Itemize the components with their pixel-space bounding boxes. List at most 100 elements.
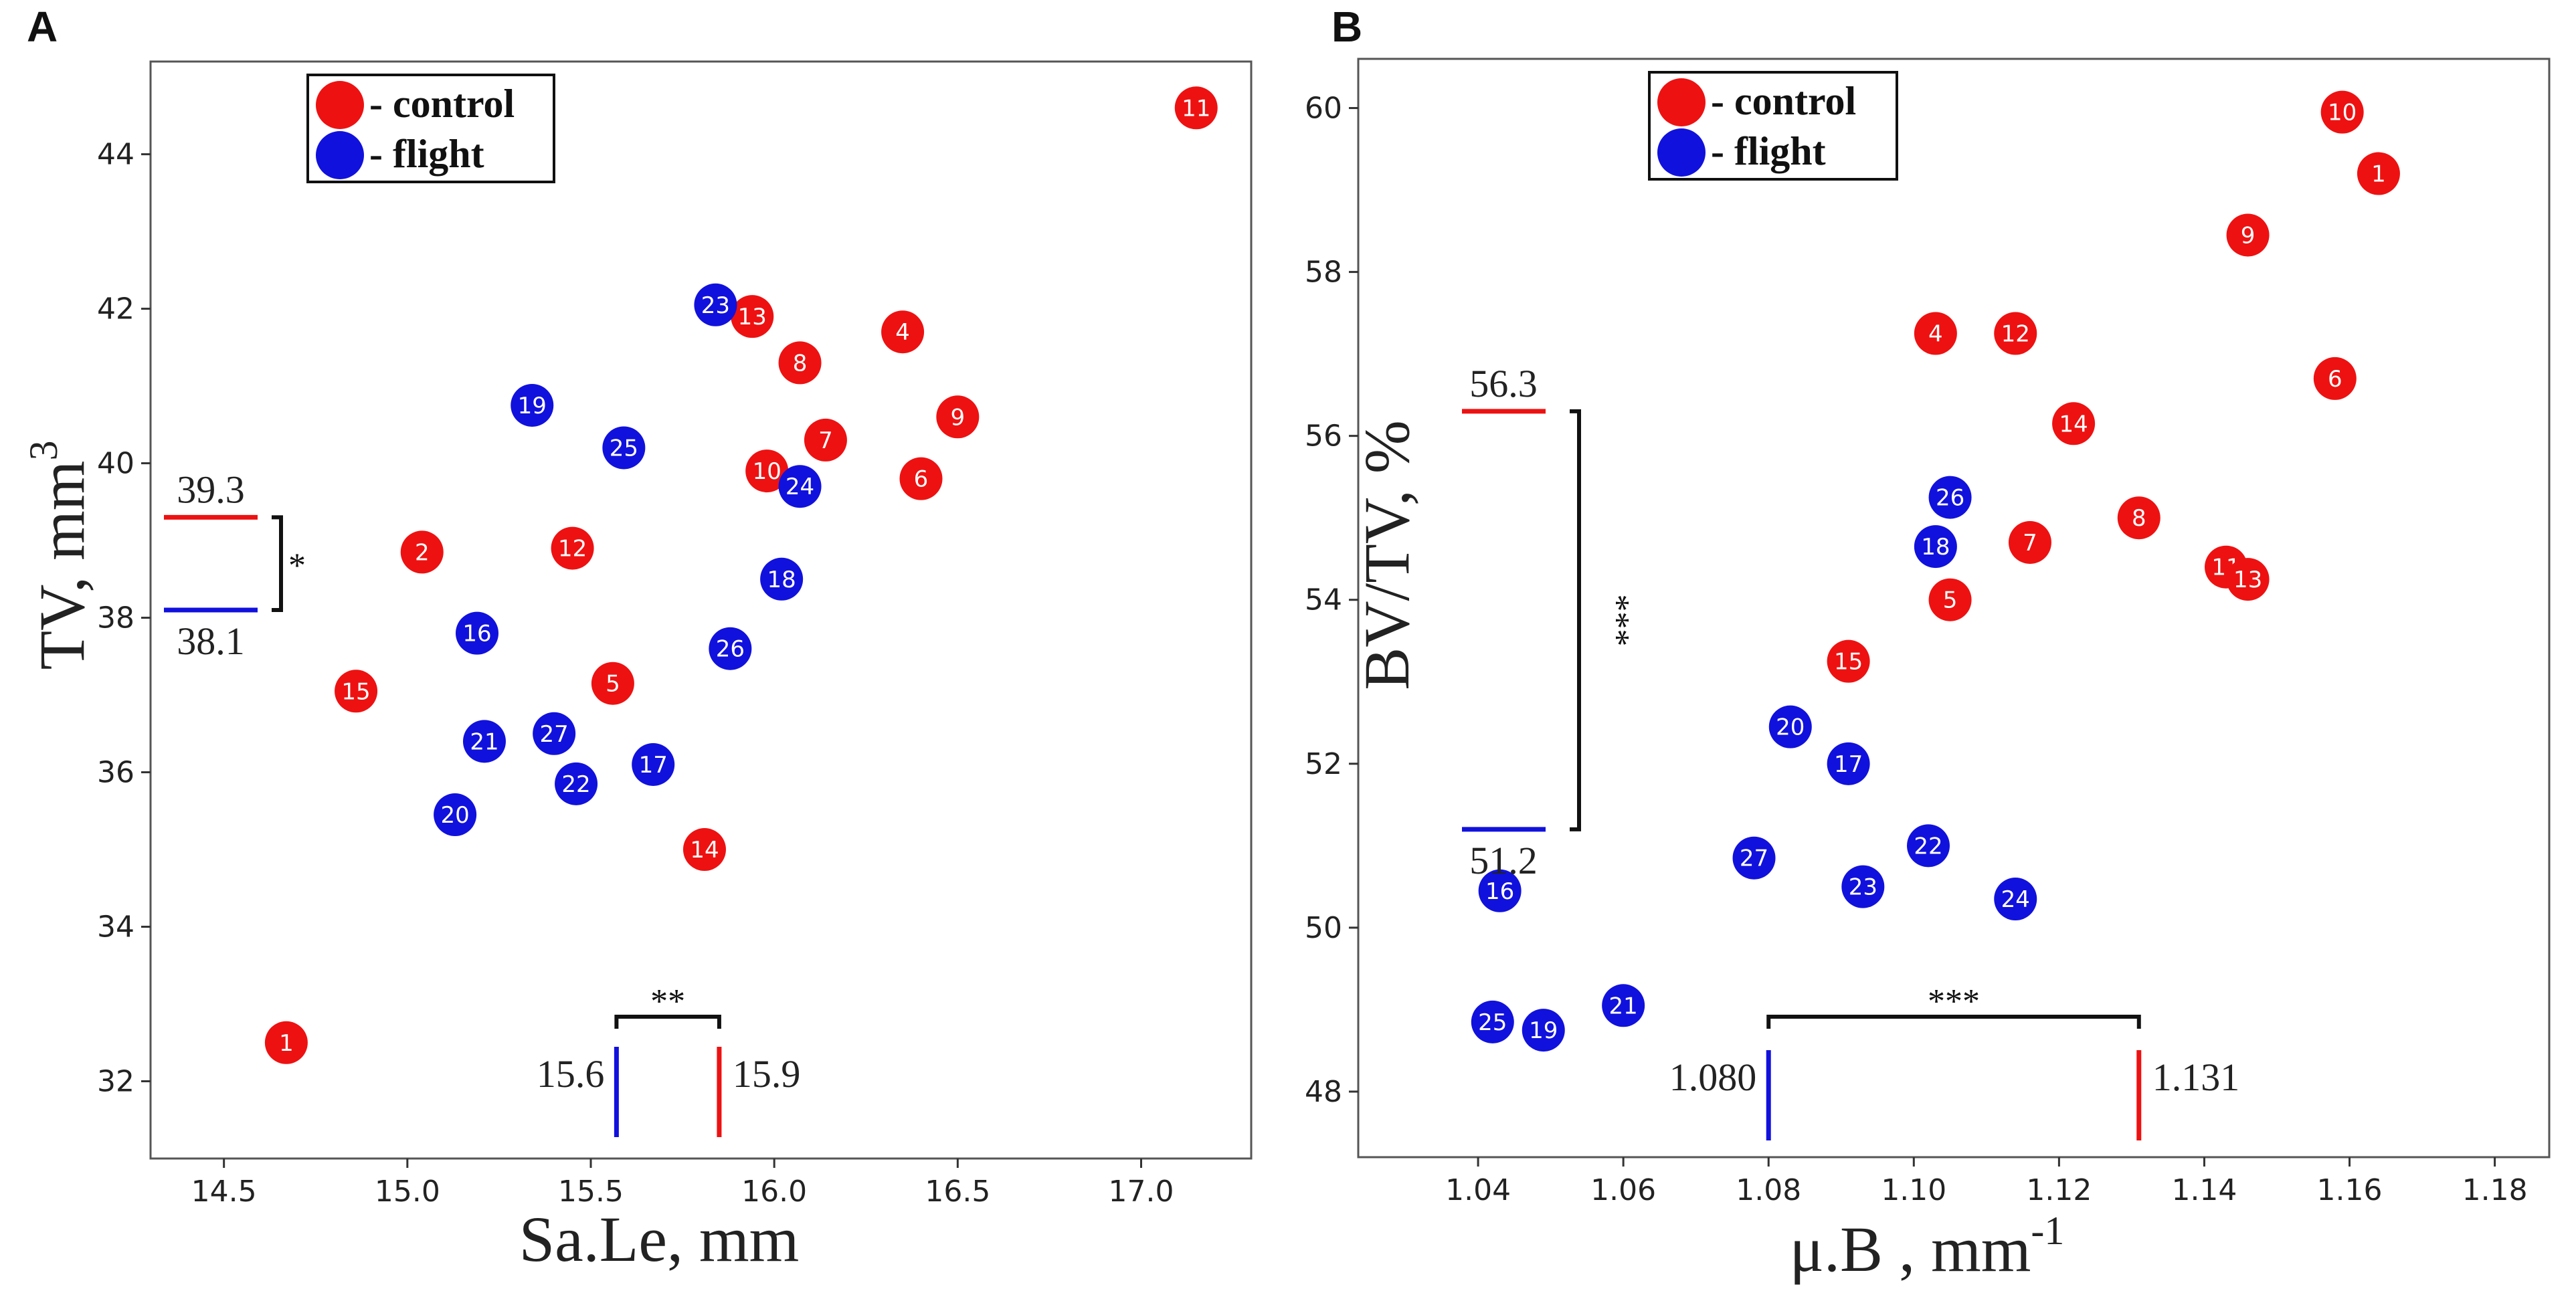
y-tick-label: 36 [97,756,134,790]
control-point-8: 8 [2117,496,2160,540]
x-tick-label: 1.18 [2462,1173,2528,1207]
y-tick-label: 58 [1305,256,1342,290]
point-label: 10 [753,458,781,485]
x-tick-label: 1.14 [2171,1173,2237,1207]
point-marker [881,310,925,354]
flight-point-20: 20 [1768,705,1812,748]
flight-point-19: 19 [1522,1009,1565,1052]
legend-flight-label: - flight [369,132,484,176]
point-label: 13 [2233,567,2262,593]
point-marker [551,526,594,570]
point-label: 5 [606,671,620,698]
panel-letter: A [27,3,58,51]
y-tick-label: 40 [97,447,134,481]
y-axis-title: TV, mm3 [21,441,98,670]
flight-point-19: 19 [511,383,554,427]
y-mean-control-label: 39.3 [177,468,245,511]
x-mean-flight-label: 1.080 [1669,1055,1757,1099]
x-mean-flight-label: 15.6 [537,1052,605,1096]
point-label: 9 [951,404,965,431]
point-marker [602,426,646,470]
control-point-12: 12 [1994,312,2037,355]
control-point-10: 10 [2320,90,2364,134]
point-marker [778,465,822,508]
control-point-8: 8 [778,341,822,385]
flight-point-25: 25 [1471,1000,1514,1043]
x-tick-label: 1.04 [1445,1173,1511,1207]
point-label: 22 [561,771,590,798]
legend-flight-label: - flight [1711,129,1826,173]
control-point-4: 4 [881,310,925,354]
y-tick-label: 44 [97,138,134,172]
point-label: 20 [1776,714,1805,741]
point-label: 10 [2328,100,2357,126]
control-point-14: 14 [2052,402,2096,445]
control-point-13: 13 [2226,558,2270,601]
point-label: 7 [2023,530,2037,557]
point-label: 21 [470,728,498,755]
control-point-4: 4 [1914,312,1957,355]
point-marker [1732,836,1776,880]
point-marker [1907,824,1950,868]
point-label: 12 [558,536,587,563]
y-axis-title: BV/TV, % [1351,420,1422,690]
control-point-11: 11 [1174,86,1218,130]
point-marker [694,283,737,326]
y-tick-label: 50 [1305,911,1342,945]
x-axis-title: μ.B , mm-1 [1790,1209,2065,1285]
point-marker [511,383,554,427]
point-label: 22 [1914,833,1942,860]
flight-point-22: 22 [555,762,598,805]
flight-point-26: 26 [709,627,752,670]
y-significance-stars: * [288,547,306,585]
legend: - control - flight [306,74,555,183]
point-marker [1994,312,2037,355]
point-marker [1994,878,2037,921]
control-point-7: 7 [804,418,847,462]
point-label: 1 [279,1030,294,1057]
y-significance-stars: *** [1598,594,1636,646]
point-marker [400,530,444,574]
point-marker [2117,496,2160,540]
point-marker [1768,705,1812,748]
legend-control-marker [316,81,364,129]
point-label: 13 [738,304,767,330]
y-tick-label: 52 [1305,747,1342,781]
point-marker [1827,639,1870,683]
x-significance-bracket [614,1015,721,1029]
point-label: 26 [716,636,745,663]
point-marker [745,449,789,493]
control-point-9: 9 [936,395,980,439]
x-tick-label: 1.10 [1881,1173,1946,1207]
control-point-13: 13 [731,295,774,338]
flight-point-25: 25 [602,426,646,470]
control-point-6: 6 [2313,357,2357,400]
point-label: 23 [701,292,730,319]
flight-point-23: 23 [1841,865,1885,908]
point-marker [2320,90,2364,134]
y-tick-label: 56 [1305,419,1342,454]
legend-flight-marker [1657,128,1706,177]
y-significance-bracket [272,515,283,612]
point-marker [936,395,980,439]
point-marker [264,1021,308,1064]
point-label: 9 [2241,222,2256,249]
y-mean-flight-label: 51.2 [1469,839,1538,882]
x-tick-label: 15.0 [375,1175,440,1209]
point-marker [804,418,847,462]
flight-point-18: 18 [1914,525,1957,569]
point-label: 21 [1609,993,1638,1019]
plot-frame [149,60,1253,1160]
point-marker [1928,578,1972,621]
x-tick-label: 1.16 [2317,1173,2383,1207]
point-marker [760,557,804,601]
point-label: 26 [1936,485,1964,512]
legend-control-label: - control [1711,79,1856,123]
point-marker [632,742,675,786]
flight-point-24: 24 [778,465,822,508]
point-marker [533,712,576,755]
point-label: 15 [341,678,370,705]
point-marker [709,627,752,670]
flight-point-20: 20 [434,793,477,837]
